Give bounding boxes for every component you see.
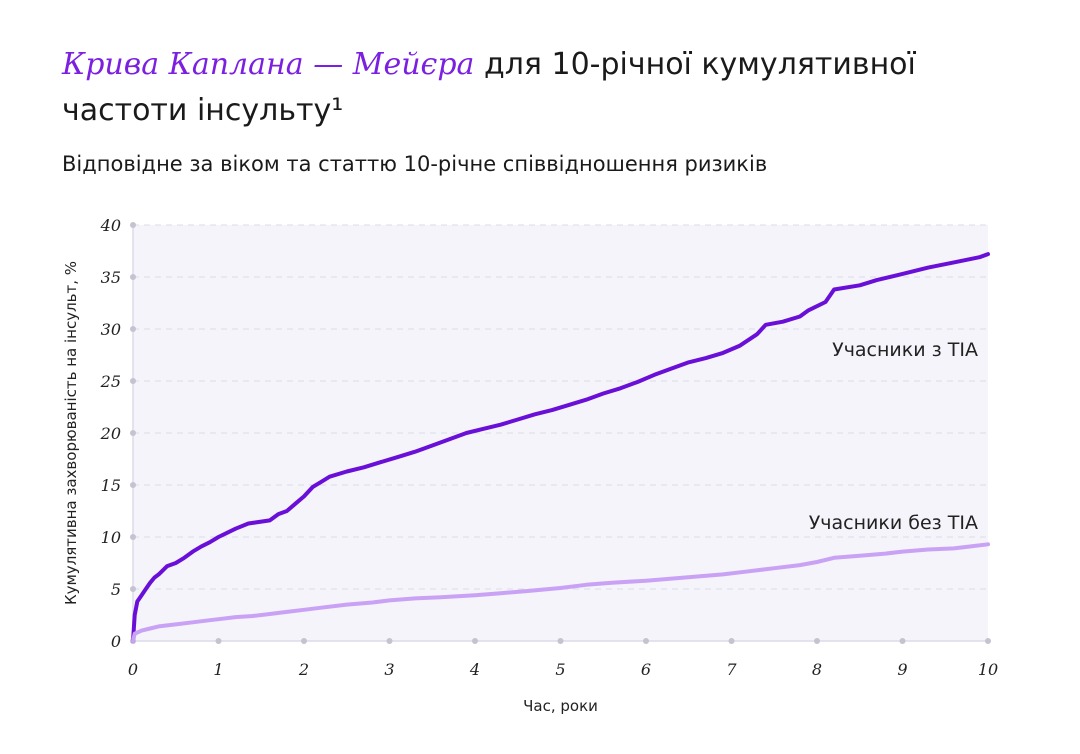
x-tick-dot (728, 638, 735, 644)
series-label-no-tia: Учасники без TIA (809, 512, 978, 534)
x-tick-label: 3 (384, 660, 394, 679)
chart-title-accent: Крива Каплана — Мейєра (62, 47, 475, 82)
x-tick-dot (215, 638, 222, 644)
y-tick-label: 35 (101, 268, 121, 287)
y-axis-label: Кумулятивна захворюваність на інсульт, % (62, 261, 80, 605)
x-tick-dot (301, 638, 307, 644)
y-tick-label: 15 (101, 476, 121, 495)
x-tick-label: 9 (897, 660, 907, 679)
x-axis-ticks: 0 1 2 3 4 5 6 7 8 9 10 (128, 638, 998, 679)
x-tick-label: 10 (978, 660, 998, 679)
x-tick-dot (386, 638, 393, 644)
y-axis-ticks: 0 5 10 15 20 25 30 35 40 (100, 216, 136, 651)
x-tick-label: 0 (128, 660, 138, 679)
y-tick-label: 5 (111, 580, 121, 599)
x-axis-label: Час, роки (523, 697, 598, 715)
y-tick-dot (130, 534, 136, 540)
x-tick-label: 2 (298, 660, 309, 679)
series-lines (131, 252, 990, 643)
chart-title-rest: для 10-річної кумулятивної частоти інсул… (62, 47, 916, 128)
series-label-tia: Учасники з TIA (832, 339, 978, 361)
chart-title: Крива Каплана — Мейєра для 10-річної кум… (62, 42, 1022, 134)
series-line-tia (131, 252, 990, 643)
x-tick-label: 4 (469, 660, 480, 679)
x-tick-dot (557, 638, 564, 644)
y-tick-dot (130, 222, 136, 228)
y-tick-label: 20 (100, 424, 121, 443)
x-tick-label: 7 (726, 660, 737, 679)
y-tick-dot (130, 378, 136, 384)
y-tick-label: 10 (101, 528, 121, 547)
x-tick-label: 1 (213, 660, 223, 679)
y-tick-label: 40 (100, 216, 121, 235)
x-tick-label: 8 (812, 660, 822, 679)
x-tick-dot (472, 638, 478, 644)
y-tick-dot (130, 430, 136, 436)
x-tick-dot (643, 638, 649, 644)
y-tick-dot (130, 274, 136, 280)
chart-subtitle: Відповідне за віком та статтю 10-річне с… (62, 152, 768, 176)
y-tick-label: 30 (101, 320, 121, 339)
x-tick-label: 6 (641, 660, 651, 679)
y-tick-dot (130, 586, 136, 592)
x-tick-label: 5 (555, 660, 565, 679)
series-line-no-tia (131, 542, 990, 643)
x-tick-dot (985, 638, 991, 644)
x-tick-dot (814, 638, 820, 644)
y-tick-dot (130, 326, 136, 332)
plot-area (133, 225, 988, 641)
x-tick-dot (899, 638, 906, 644)
y-tick-label: 25 (100, 372, 121, 391)
y-tick-label: 0 (111, 632, 121, 651)
y-tick-dot (130, 482, 136, 488)
